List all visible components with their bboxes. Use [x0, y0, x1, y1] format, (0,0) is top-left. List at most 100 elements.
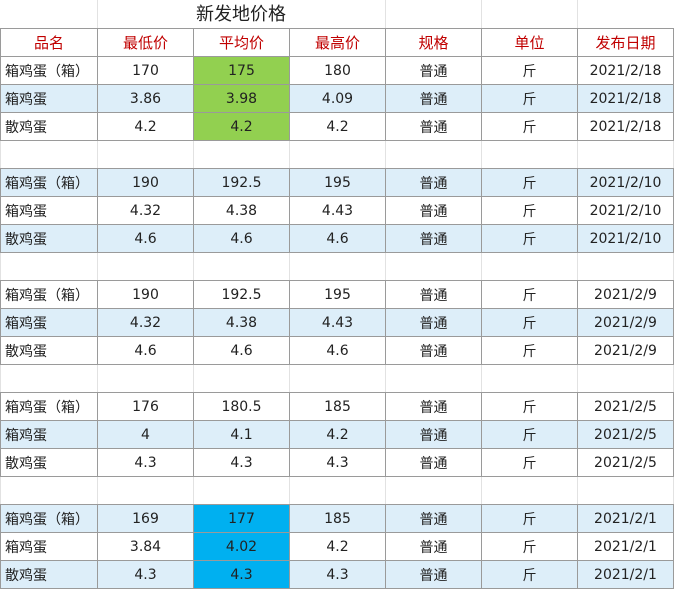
table-cell[interactable]: 2021/2/18	[577, 84, 674, 113]
table-cell[interactable]: 散鸡蛋	[0, 112, 98, 141]
table-cell[interactable]: 2021/2/10	[577, 168, 674, 197]
table-cell[interactable]: 散鸡蛋	[0, 560, 98, 589]
table-cell[interactable]: 4.38	[193, 196, 290, 225]
empty-cell[interactable]	[289, 252, 386, 281]
header-cell[interactable]: 最低价	[97, 28, 194, 57]
table-cell[interactable]: 195	[289, 280, 386, 309]
table-cell[interactable]: 4.2	[289, 420, 386, 449]
table-cell[interactable]: 普通	[385, 448, 482, 477]
empty-cell[interactable]	[0, 364, 98, 393]
empty-cell[interactable]	[289, 140, 386, 169]
table-cell[interactable]: 箱鸡蛋（箱）	[0, 392, 98, 421]
table-cell[interactable]: 普通	[385, 504, 482, 533]
table-cell[interactable]: 斤	[481, 224, 578, 253]
table-cell[interactable]: 普通	[385, 168, 482, 197]
header-cell[interactable]: 单位	[481, 28, 578, 57]
table-cell[interactable]: 斤	[481, 280, 578, 309]
table-cell[interactable]: 185	[289, 392, 386, 421]
empty-cell[interactable]	[481, 364, 578, 393]
empty-cell[interactable]	[289, 364, 386, 393]
table-cell[interactable]: 176	[97, 392, 194, 421]
header-cell[interactable]: 品名	[0, 28, 98, 57]
table-cell[interactable]: 4.38	[193, 308, 290, 337]
table-cell[interactable]: 箱鸡蛋（箱）	[0, 280, 98, 309]
table-cell[interactable]: 4.2	[289, 112, 386, 141]
empty-cell[interactable]	[481, 140, 578, 169]
table-cell[interactable]: 192.5	[193, 280, 290, 309]
table-cell[interactable]: 195	[289, 168, 386, 197]
header-cell[interactable]: 发布日期	[577, 28, 674, 57]
empty-cell[interactable]	[97, 476, 194, 505]
empty-cell[interactable]	[97, 140, 194, 169]
table-cell[interactable]: 4	[97, 420, 194, 449]
table-cell[interactable]: 普通	[385, 196, 482, 225]
empty-cell[interactable]	[385, 364, 482, 393]
table-cell[interactable]: 2021/2/18	[577, 56, 674, 85]
empty-cell[interactable]	[385, 140, 482, 169]
empty-cell[interactable]	[97, 252, 194, 281]
table-cell[interactable]: 普通	[385, 336, 482, 365]
table-cell[interactable]: 4.6	[289, 336, 386, 365]
header-cell[interactable]: 最高价	[289, 28, 386, 57]
table-cell[interactable]: 普通	[385, 56, 482, 85]
table-cell[interactable]: 4.6	[97, 224, 194, 253]
table-cell[interactable]: 4.6	[97, 336, 194, 365]
empty-cell[interactable]	[193, 140, 290, 169]
empty-cell[interactable]	[289, 476, 386, 505]
table-cell[interactable]: 2021/2/5	[577, 448, 674, 477]
table-cell[interactable]: 2021/2/5	[577, 392, 674, 421]
table-cell[interactable]: 箱鸡蛋	[0, 532, 98, 561]
table-cell[interactable]: 4.3	[193, 448, 290, 477]
table-cell[interactable]: 180.5	[193, 392, 290, 421]
table-cell[interactable]: 4.3	[289, 560, 386, 589]
empty-cell[interactable]	[0, 476, 98, 505]
table-cell[interactable]: 177	[193, 504, 290, 533]
table-cell[interactable]: 普通	[385, 392, 482, 421]
header-cell[interactable]: 规格	[385, 28, 482, 57]
table-cell[interactable]: 4.02	[193, 532, 290, 561]
empty-cell[interactable]	[481, 252, 578, 281]
table-cell[interactable]: 斤	[481, 560, 578, 589]
empty-cell[interactable]	[577, 364, 674, 393]
table-cell[interactable]: 斤	[481, 392, 578, 421]
table-cell[interactable]: 4.6	[193, 336, 290, 365]
table-cell[interactable]: 2021/2/9	[577, 308, 674, 337]
table-cell[interactable]: 4.32	[97, 196, 194, 225]
table-cell[interactable]: 4.3	[289, 448, 386, 477]
table-cell[interactable]: 2021/2/10	[577, 196, 674, 225]
table-cell[interactable]: 箱鸡蛋（箱）	[0, 56, 98, 85]
table-cell[interactable]: 190	[97, 280, 194, 309]
table-cell[interactable]: 箱鸡蛋	[0, 308, 98, 337]
table-cell[interactable]: 4.3	[97, 448, 194, 477]
table-cell[interactable]: 2021/2/18	[577, 112, 674, 141]
table-cell[interactable]: 2021/2/5	[577, 420, 674, 449]
table-cell[interactable]: 2021/2/1	[577, 504, 674, 533]
table-cell[interactable]: 斤	[481, 168, 578, 197]
table-cell[interactable]: 普通	[385, 420, 482, 449]
empty-cell[interactable]	[97, 364, 194, 393]
table-cell[interactable]: 斤	[481, 56, 578, 85]
table-cell[interactable]: 4.1	[193, 420, 290, 449]
table-cell[interactable]: 4.2	[97, 112, 194, 141]
table-cell[interactable]: 散鸡蛋	[0, 224, 98, 253]
table-cell[interactable]: 4.43	[289, 196, 386, 225]
table-cell[interactable]: 普通	[385, 112, 482, 141]
table-cell[interactable]: 散鸡蛋	[0, 448, 98, 477]
table-cell[interactable]: 普通	[385, 224, 482, 253]
empty-cell[interactable]	[385, 252, 482, 281]
table-cell[interactable]: 普通	[385, 308, 482, 337]
table-cell[interactable]: 4.3	[97, 560, 194, 589]
empty-cell[interactable]	[193, 476, 290, 505]
table-cell[interactable]: 185	[289, 504, 386, 533]
table-cell[interactable]: 普通	[385, 84, 482, 113]
table-cell[interactable]: 普通	[385, 560, 482, 589]
table-cell[interactable]: 3.98	[193, 84, 290, 113]
table-cell[interactable]: 4.2	[289, 532, 386, 561]
table-cell[interactable]: 2021/2/1	[577, 560, 674, 589]
table-cell[interactable]: 175	[193, 56, 290, 85]
empty-cell[interactable]	[385, 476, 482, 505]
header-cell[interactable]: 平均价	[193, 28, 290, 57]
table-cell[interactable]: 4.6	[193, 224, 290, 253]
table-cell[interactable]: 箱鸡蛋（箱）	[0, 504, 98, 533]
table-cell[interactable]: 散鸡蛋	[0, 336, 98, 365]
